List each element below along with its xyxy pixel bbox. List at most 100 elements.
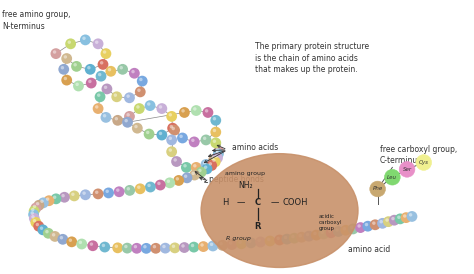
Circle shape [372,221,375,225]
Circle shape [217,240,228,251]
Circle shape [34,200,45,211]
Circle shape [95,41,99,44]
Circle shape [198,169,201,172]
Circle shape [125,119,128,122]
Text: free amino group,
N-terminus: free amino group, N-terminus [2,10,71,31]
Circle shape [131,243,142,254]
Circle shape [75,83,79,86]
Circle shape [403,214,406,218]
Circle shape [173,175,184,186]
Circle shape [103,187,114,198]
Circle shape [380,220,383,223]
Circle shape [391,217,395,220]
Circle shape [29,213,40,224]
Circle shape [169,125,180,136]
Circle shape [355,222,366,233]
Text: —: — [236,198,245,207]
Circle shape [80,35,91,45]
Circle shape [311,230,322,241]
Circle shape [213,146,224,157]
Circle shape [100,48,111,59]
Circle shape [156,103,167,114]
Circle shape [335,228,339,232]
Circle shape [36,202,39,206]
Circle shape [264,236,275,246]
Circle shape [51,48,61,59]
Circle shape [370,219,381,230]
Circle shape [31,215,35,219]
Circle shape [167,123,178,133]
Text: Ser: Ser [402,167,411,172]
Text: COOH: COOH [283,198,308,207]
Circle shape [87,66,91,69]
Circle shape [201,243,204,247]
Circle shape [139,78,143,81]
Circle shape [44,195,55,206]
Circle shape [210,115,221,126]
Circle shape [212,158,216,162]
Circle shape [134,245,137,249]
Circle shape [31,208,35,211]
Circle shape [46,197,49,201]
Circle shape [172,127,175,130]
Circle shape [95,92,105,102]
Circle shape [101,84,112,94]
Circle shape [213,139,216,143]
Circle shape [164,178,175,188]
Circle shape [93,38,103,49]
Circle shape [191,139,195,142]
Circle shape [357,224,361,228]
Text: —: — [271,198,279,207]
Circle shape [267,238,270,241]
Circle shape [127,113,130,116]
Circle shape [82,192,86,195]
Circle shape [87,240,98,251]
Circle shape [97,93,100,97]
Circle shape [201,135,211,145]
Circle shape [209,162,212,165]
Circle shape [122,117,133,128]
Circle shape [203,161,206,165]
Circle shape [170,125,173,128]
Circle shape [193,107,197,111]
Circle shape [102,244,105,247]
Circle shape [282,234,292,244]
Circle shape [71,61,82,72]
Circle shape [160,243,171,253]
Circle shape [326,227,337,238]
Circle shape [124,185,135,196]
Circle shape [61,53,72,64]
Text: Cys: Cys [419,160,428,165]
Circle shape [289,233,300,244]
Circle shape [171,156,182,167]
Circle shape [115,117,118,121]
Circle shape [96,71,107,82]
Circle shape [105,66,116,77]
Circle shape [208,241,219,251]
Circle shape [59,192,70,203]
Circle shape [37,224,48,235]
Circle shape [210,156,220,167]
Circle shape [131,70,135,73]
Circle shape [189,170,200,181]
Circle shape [350,226,354,229]
Circle shape [296,232,307,242]
Circle shape [175,177,179,181]
Circle shape [167,179,170,183]
Circle shape [409,213,412,216]
Circle shape [203,137,206,140]
Circle shape [274,235,285,246]
Circle shape [141,243,152,254]
Circle shape [30,211,34,215]
Circle shape [216,148,219,152]
Circle shape [150,243,161,254]
Circle shape [328,229,331,233]
Circle shape [166,135,177,145]
Circle shape [64,77,67,80]
Circle shape [103,114,106,118]
Text: NH₂: NH₂ [238,181,253,190]
Circle shape [320,231,324,234]
Circle shape [58,64,69,75]
Circle shape [365,223,368,226]
Circle shape [137,76,147,87]
